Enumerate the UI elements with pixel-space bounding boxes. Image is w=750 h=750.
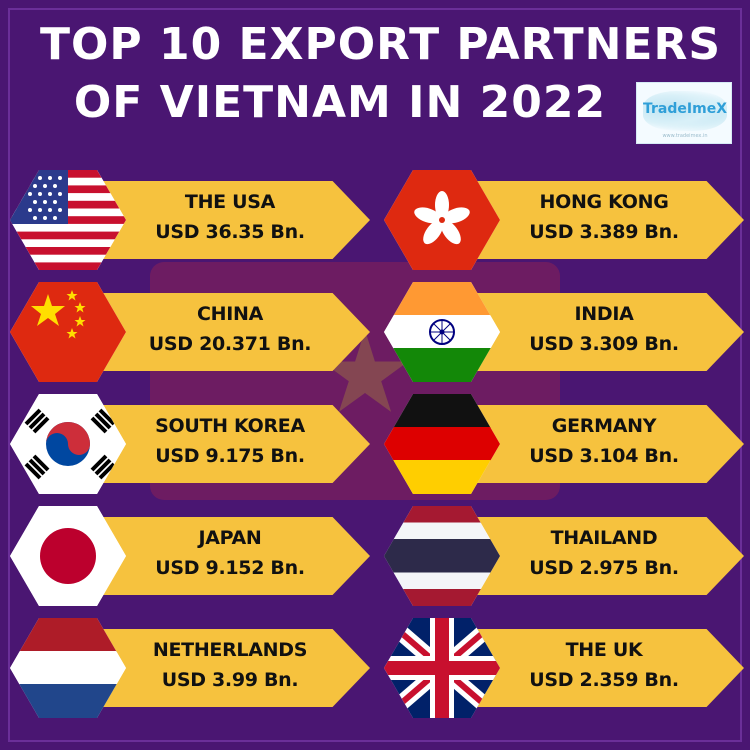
partner-label: GERMANY USD 3.104 Bn. — [504, 411, 704, 471]
country-name: JAPAN — [198, 527, 262, 549]
page-title: TOP 10 EXPORT PARTNERS OF VIETNAM IN 202… — [40, 16, 722, 132]
country-name: THE UK — [565, 639, 643, 661]
partner-card-china: CHINA USD 20.371 Bn. — [10, 282, 370, 382]
logo-tagline: www.tradeimex.in — [662, 133, 708, 139]
partner-label: CHINA USD 20.371 Bn. — [130, 299, 330, 359]
partner-label: THAILAND USD 2.975 Bn. — [504, 523, 704, 583]
title-line-1: TOP 10 EXPORT PARTNERS — [40, 19, 722, 70]
partner-label: SOUTH KOREA USD 9.175 Bn. — [130, 411, 330, 471]
export-value: USD 3.309 Bn. — [529, 333, 679, 355]
partner-label: THE USA USD 36.35 Bn. — [130, 187, 330, 247]
netherlands-flag-icon — [10, 618, 126, 718]
partner-card-netherlands: NETHERLANDS USD 3.99 Bn. — [10, 618, 370, 718]
partner-label: THE UK USD 2.359 Bn. — [504, 635, 704, 695]
partner-card-usa: THE USA USD 36.35 Bn. — [10, 170, 370, 270]
export-value: USD 20.371 Bn. — [148, 333, 312, 355]
export-value: USD 3.99 Bn. — [161, 669, 299, 691]
country-name: SOUTH KOREA — [155, 415, 305, 437]
uk-flag-icon — [384, 618, 500, 718]
export-value: USD 2.975 Bn. — [529, 557, 679, 579]
export-value: USD 9.175 Bn. — [155, 445, 305, 467]
country-name: HONG KONG — [539, 191, 669, 213]
partner-label: NETHERLANDS USD 3.99 Bn. — [130, 635, 330, 695]
partner-card-south-korea: SOUTH KOREA USD 9.175 Bn. — [10, 394, 370, 494]
logo-brand: TradeImeX — [643, 101, 727, 117]
partner-label: JAPAN USD 9.152 Bn. — [130, 523, 330, 583]
export-value: USD 9.152 Bn. — [155, 557, 305, 579]
country-name: THE USA — [184, 191, 276, 213]
world-map-icon — [643, 91, 727, 131]
country-name: CHINA — [196, 303, 264, 325]
germany-flag-icon — [384, 394, 500, 494]
export-value: USD 36.35 Bn. — [155, 221, 305, 243]
partner-label: INDIA USD 3.309 Bn. — [504, 299, 704, 359]
thailand-flag-icon — [384, 506, 500, 606]
export-value: USD 2.359 Bn. — [529, 669, 679, 691]
country-name: NETHERLANDS — [152, 639, 308, 661]
export-value: USD 3.389 Bn. — [529, 221, 679, 243]
partner-card-thailand: THAILAND USD 2.975 Bn. — [384, 506, 744, 606]
country-name: INDIA — [574, 303, 634, 325]
export-value: USD 3.104 Bn. — [529, 445, 679, 467]
partner-card-germany: GERMANY USD 3.104 Bn. — [384, 394, 744, 494]
partner-card-hong-kong: HONG KONG USD 3.389 Bn. — [384, 170, 744, 270]
india-flag-icon — [384, 282, 500, 382]
country-name: THAILAND — [550, 527, 658, 549]
partner-card-japan: JAPAN USD 9.152 Bn. — [10, 506, 370, 606]
japan-flag-icon — [10, 506, 126, 606]
title-line-2: OF VIETNAM IN 2022 — [73, 77, 607, 128]
hong-kong-flag-icon — [384, 170, 500, 270]
partner-card-india: INDIA USD 3.309 Bn. — [384, 282, 744, 382]
partner-card-uk: THE UK USD 2.359 Bn. — [384, 618, 744, 718]
partner-label: HONG KONG USD 3.389 Bn. — [504, 187, 704, 247]
tradeimex-logo: TradeImeX www.tradeimex.in — [636, 82, 732, 144]
country-name: GERMANY — [551, 415, 657, 437]
